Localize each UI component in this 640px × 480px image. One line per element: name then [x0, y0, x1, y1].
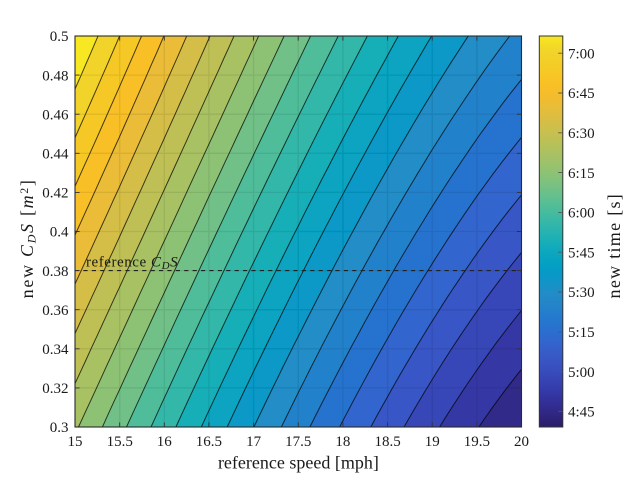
svg-text:6:45: 6:45 [568, 86, 595, 102]
svg-text:0.4: 0.4 [50, 225, 69, 241]
svg-text:0.32: 0.32 [42, 381, 68, 397]
svg-text:0.36: 0.36 [42, 303, 69, 319]
svg-text:15.5: 15.5 [107, 434, 133, 450]
svg-text:5:00: 5:00 [568, 365, 595, 381]
svg-text:5:30: 5:30 [568, 285, 595, 301]
svg-text:new CDS [m2]: new CDS [m2] [17, 178, 39, 298]
svg-text:new time [s]: new time [s] [604, 193, 624, 299]
svg-text:0.38: 0.38 [42, 264, 68, 280]
svg-text:0.48: 0.48 [42, 68, 68, 84]
svg-text:5:45: 5:45 [568, 245, 595, 261]
svg-text:18: 18 [335, 434, 350, 450]
svg-text:reference speed [mph]: reference speed [mph] [218, 452, 379, 472]
svg-text:19: 19 [425, 434, 440, 450]
svg-text:0.5: 0.5 [50, 29, 69, 45]
svg-text:5:15: 5:15 [568, 325, 595, 341]
svg-text:7:00: 7:00 [568, 46, 595, 62]
svg-text:18.5: 18.5 [374, 434, 400, 450]
svg-text:17: 17 [246, 434, 262, 450]
svg-text:6:00: 6:00 [568, 206, 595, 222]
svg-text:17.5: 17.5 [285, 434, 311, 450]
svg-text:0.34: 0.34 [42, 342, 69, 358]
svg-text:16.5: 16.5 [196, 434, 222, 450]
svg-text:15: 15 [68, 434, 83, 450]
svg-text:4:45: 4:45 [568, 405, 595, 421]
svg-text:0.3: 0.3 [50, 420, 69, 436]
svg-text:0.46: 0.46 [42, 107, 69, 123]
svg-text:0.44: 0.44 [42, 147, 69, 163]
svg-text:reference CDS: reference CDS [86, 254, 178, 272]
svg-text:6:30: 6:30 [568, 126, 595, 142]
svg-text:6:15: 6:15 [568, 166, 595, 182]
svg-text:16: 16 [157, 434, 173, 450]
svg-text:0.42: 0.42 [42, 186, 68, 202]
svg-text:19.5: 19.5 [464, 434, 490, 450]
svg-text:20: 20 [514, 434, 529, 450]
